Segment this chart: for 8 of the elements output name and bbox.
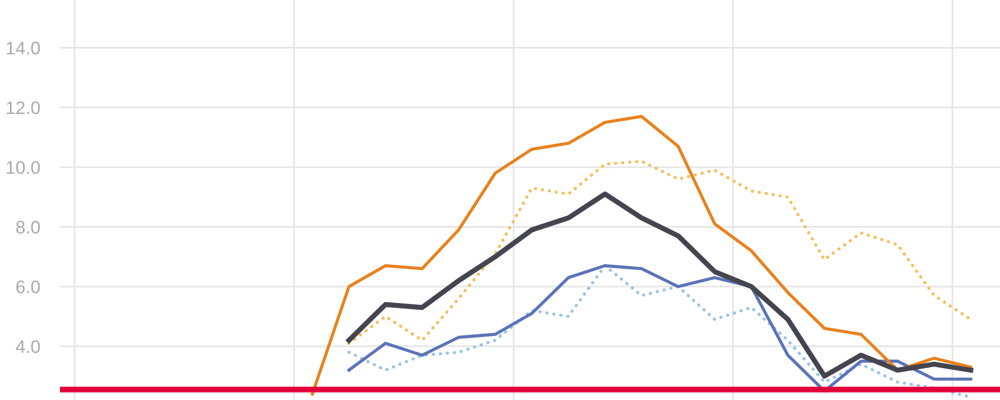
y-tick-label: 10.0 xyxy=(6,161,40,174)
y-tick-label: 12.0 xyxy=(6,101,40,114)
y-tick-label: 8.0 xyxy=(16,220,40,234)
y-tick-label: 6.0 xyxy=(16,280,40,294)
y-tick-label: 14.0 xyxy=(6,42,40,54)
line-series xyxy=(310,114,972,396)
y-tick-label: 4.0 xyxy=(16,340,40,353)
line-series xyxy=(347,160,972,345)
